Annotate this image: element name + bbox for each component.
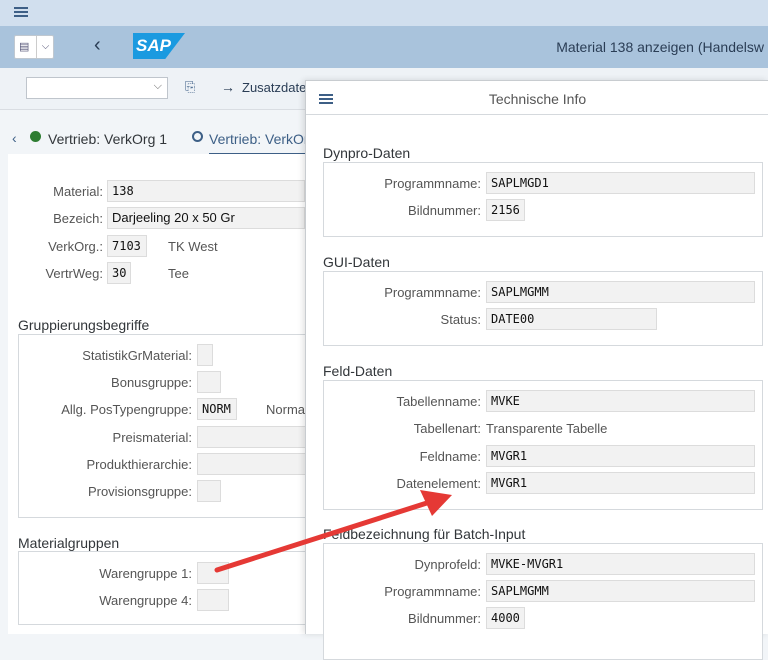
switch-icon[interactable]: ⎘ [185,79,196,94]
product-hierarchy-field[interactable] [197,453,308,475]
value-field[interactable]: DATE00 [486,308,657,330]
field-label: Programmname: [384,285,481,300]
commission-group-field[interactable] [197,480,221,502]
value-field[interactable]: 4000 [486,607,525,629]
field-label: Bildnummer: [408,611,481,626]
material-groups-box [18,551,308,625]
value-field[interactable]: SAPLMGMM [486,281,755,303]
pricing-material-field[interactable] [197,426,308,448]
command-menu-button[interactable]: ▤ ⌵ [14,35,54,59]
sales-org-field[interactable]: 7103 [107,235,147,257]
section-title: Dynpro-Daten [323,145,411,161]
material-group-1-field[interactable] [197,562,229,584]
command-field[interactable]: ⌵ [26,77,168,99]
field-label: Status: [440,312,481,327]
field-label: Tabellenart: [413,421,481,436]
field-label: Programmname: [384,176,481,191]
panel-header: Technische Info [306,81,768,115]
field-label: Allg. PosTypengruppe: [61,402,192,417]
rebate-group-field[interactable] [197,371,221,393]
value-field[interactable]: SAPLMGD1 [486,172,755,194]
hamburger-icon[interactable] [14,7,28,17]
section-title: Feld-Daten [323,363,393,379]
field-label: Datenelement: [396,476,481,491]
description-field[interactable]: Darjeeling 20 x 50 Gr [107,207,305,229]
section-title: Materialgruppen [18,535,120,551]
tab-strip: ‹ Vertrieb: VerkOrg 1 Vertrieb: VerkOr [0,110,305,158]
field-label: VerkOrg.: [48,239,103,254]
field-label: Warengruppe 4: [99,593,192,608]
chevron-down-icon[interactable]: ⌵ [153,80,162,92]
distribution-channel-field[interactable]: 30 [107,262,131,284]
value-field[interactable]: 2156 [486,199,525,221]
field-label: VertrWeg: [45,266,103,281]
section-title: Feldbezeichnung für Batch-Input [323,526,526,542]
value-field[interactable]: SAPLMGMM [486,580,755,602]
tab-vertrieb-1[interactable]: Vertrieb: VerkOrg 1 [48,131,168,147]
sales-org-desc: TK West [168,239,218,254]
top-bar [0,0,768,26]
panel-title: Technische Info [488,91,587,107]
value-field[interactable]: MVGR1 [486,445,755,467]
field-label: Produkthierarchie: [86,457,193,472]
page-title: Material 138 anzeigen (Handelsw [556,39,764,55]
tab-status-icon [30,131,41,142]
item-category-group-field[interactable]: NORM [197,398,237,420]
arrow-right-icon[interactable]: → [221,79,235,95]
back-button[interactable]: ‹ [94,34,101,56]
section-title: Gruppierungsbegriffe [18,317,150,333]
field-label: Dynprofeld: [414,557,481,572]
tab-status-icon [192,131,203,142]
sap-logo: SAP [133,33,185,59]
value-field[interactable]: MVGR1 [486,472,755,494]
hamburger-icon[interactable] [319,94,333,104]
material-group-4-field[interactable] [197,589,229,611]
menu-icon: ▤ [19,41,30,53]
tab-scroll-left-icon[interactable]: ‹ [12,130,17,146]
material-field[interactable]: 138 [107,180,305,202]
shell-header: ▤ ⌵ ‹ SAP Material 138 anzeigen (Handels… [0,26,768,68]
field-label: Feldname: [419,449,481,464]
tab-vertrieb-2[interactable]: Vertrieb: VerkOr [209,131,305,155]
field-label: Tabellenname: [396,394,481,409]
section-title: GUI-Daten [323,254,390,270]
field-label: Provisionsgruppe: [87,484,192,499]
field-label: StatistikGrMaterial: [82,348,192,363]
distribution-channel-desc: Tee [168,266,189,281]
value-text: Transparente Tabelle [486,421,608,436]
field-label: Programmname: [384,584,481,599]
field-label: Bezeich: [53,211,103,226]
field-label: Bildnummer: [408,203,481,218]
field-label: Warengruppe 1: [99,566,192,581]
field-label: Preismaterial: [112,430,192,445]
statistics-group-field[interactable] [197,344,213,366]
chevron-down-icon[interactable]: ⌵ [36,36,54,58]
additional-data-button[interactable]: Zusatzdaten [242,80,314,95]
item-category-desc: Normal [266,402,306,417]
field-label: Bonusgruppe: [111,375,192,390]
value-field[interactable]: MVKE [486,390,755,412]
value-field[interactable]: MVKE-MVGR1 [486,553,755,575]
field-label: Material: [53,184,103,199]
